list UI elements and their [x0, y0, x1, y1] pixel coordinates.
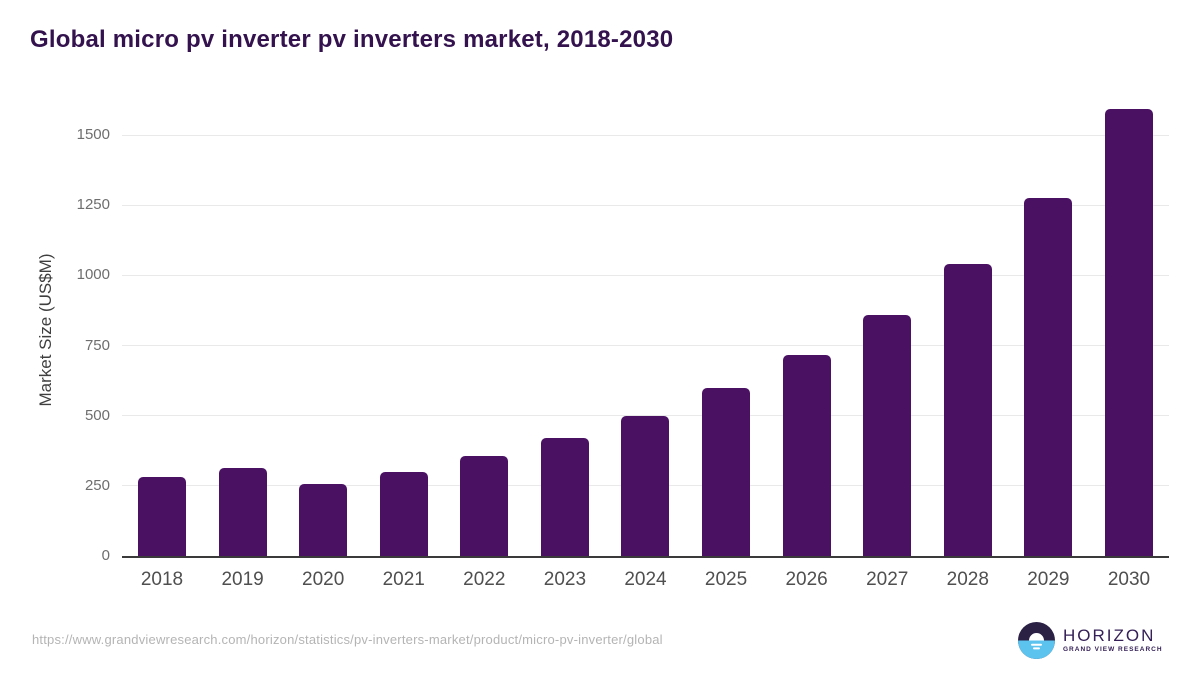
horizon-logo-icon [1018, 622, 1055, 659]
gridline-1250 [122, 204, 1169, 206]
x-tick-label-2026: 2026 [785, 569, 828, 590]
bar-2023 [540, 437, 589, 556]
bar-2030 [1104, 109, 1153, 556]
x-tick-label-2023: 2023 [543, 569, 587, 590]
x-tick-label-2022: 2022 [463, 569, 506, 590]
chart-title: Global micro pv inverter pv inverters ma… [30, 26, 674, 53]
x-tick-label-2024: 2024 [624, 569, 667, 590]
bar-2021 [379, 471, 428, 556]
logo-text-block: HORIZON GRAND VIEW RESEARCH [1063, 627, 1163, 654]
x-tick-label-2027: 2027 [866, 569, 909, 590]
x-tick-label-2029: 2029 [1027, 569, 1070, 590]
bar-2020 [299, 483, 348, 556]
bar-2029 [1024, 197, 1073, 556]
y-tick-label-500: 500 [84, 406, 110, 424]
gridline-750 [122, 345, 1169, 346]
y-tick-label-1000: 1000 [76, 266, 110, 284]
y-tick-label-750: 750 [84, 336, 110, 354]
bar-2018 [138, 476, 186, 556]
bar-2027 [863, 315, 912, 556]
gridline-1000 [122, 274, 1169, 276]
bar-2024 [621, 415, 670, 556]
bar-2019 [218, 468, 267, 556]
horizon-logo: HORIZON GRAND VIEW RESEARCH [1018, 622, 1163, 659]
y-axis-title: Market Size (US$M) [36, 253, 55, 407]
x-tick-label-2019: 2019 [221, 569, 264, 590]
plot-area: 0 250 500 750 1000 1250 1500 2018 2019 2020 2021 20… [77, 100, 1169, 589]
x-tick-label-2025: 2025 [704, 569, 748, 590]
bar-2028 [943, 263, 992, 556]
bar-2025 [702, 387, 751, 556]
x-tick-label-2021: 2021 [382, 569, 425, 590]
logo-tagline: GRAND VIEW RESEARCH [1063, 646, 1163, 654]
y-tick-label-250: 250 [84, 476, 110, 494]
y-tick-label-1250: 1250 [76, 196, 110, 214]
x-tick-label-2028: 2028 [946, 569, 989, 590]
y-tick-label-1500: 1500 [76, 126, 110, 143]
source-url: https://www.grandviewresearch.com/horizo… [32, 632, 663, 647]
bar-2026 [782, 355, 831, 556]
gridline-1500 [122, 134, 1169, 136]
x-tick-label-2030: 2030 [1107, 569, 1151, 590]
x-tick-label-2020: 2020 [302, 569, 345, 590]
x-tick-label-2018: 2018 [140, 569, 184, 590]
y-tick-label-0: 0 [101, 547, 110, 564]
logo-wordmark: HORIZON [1063, 626, 1156, 646]
bar-2022 [460, 455, 509, 556]
